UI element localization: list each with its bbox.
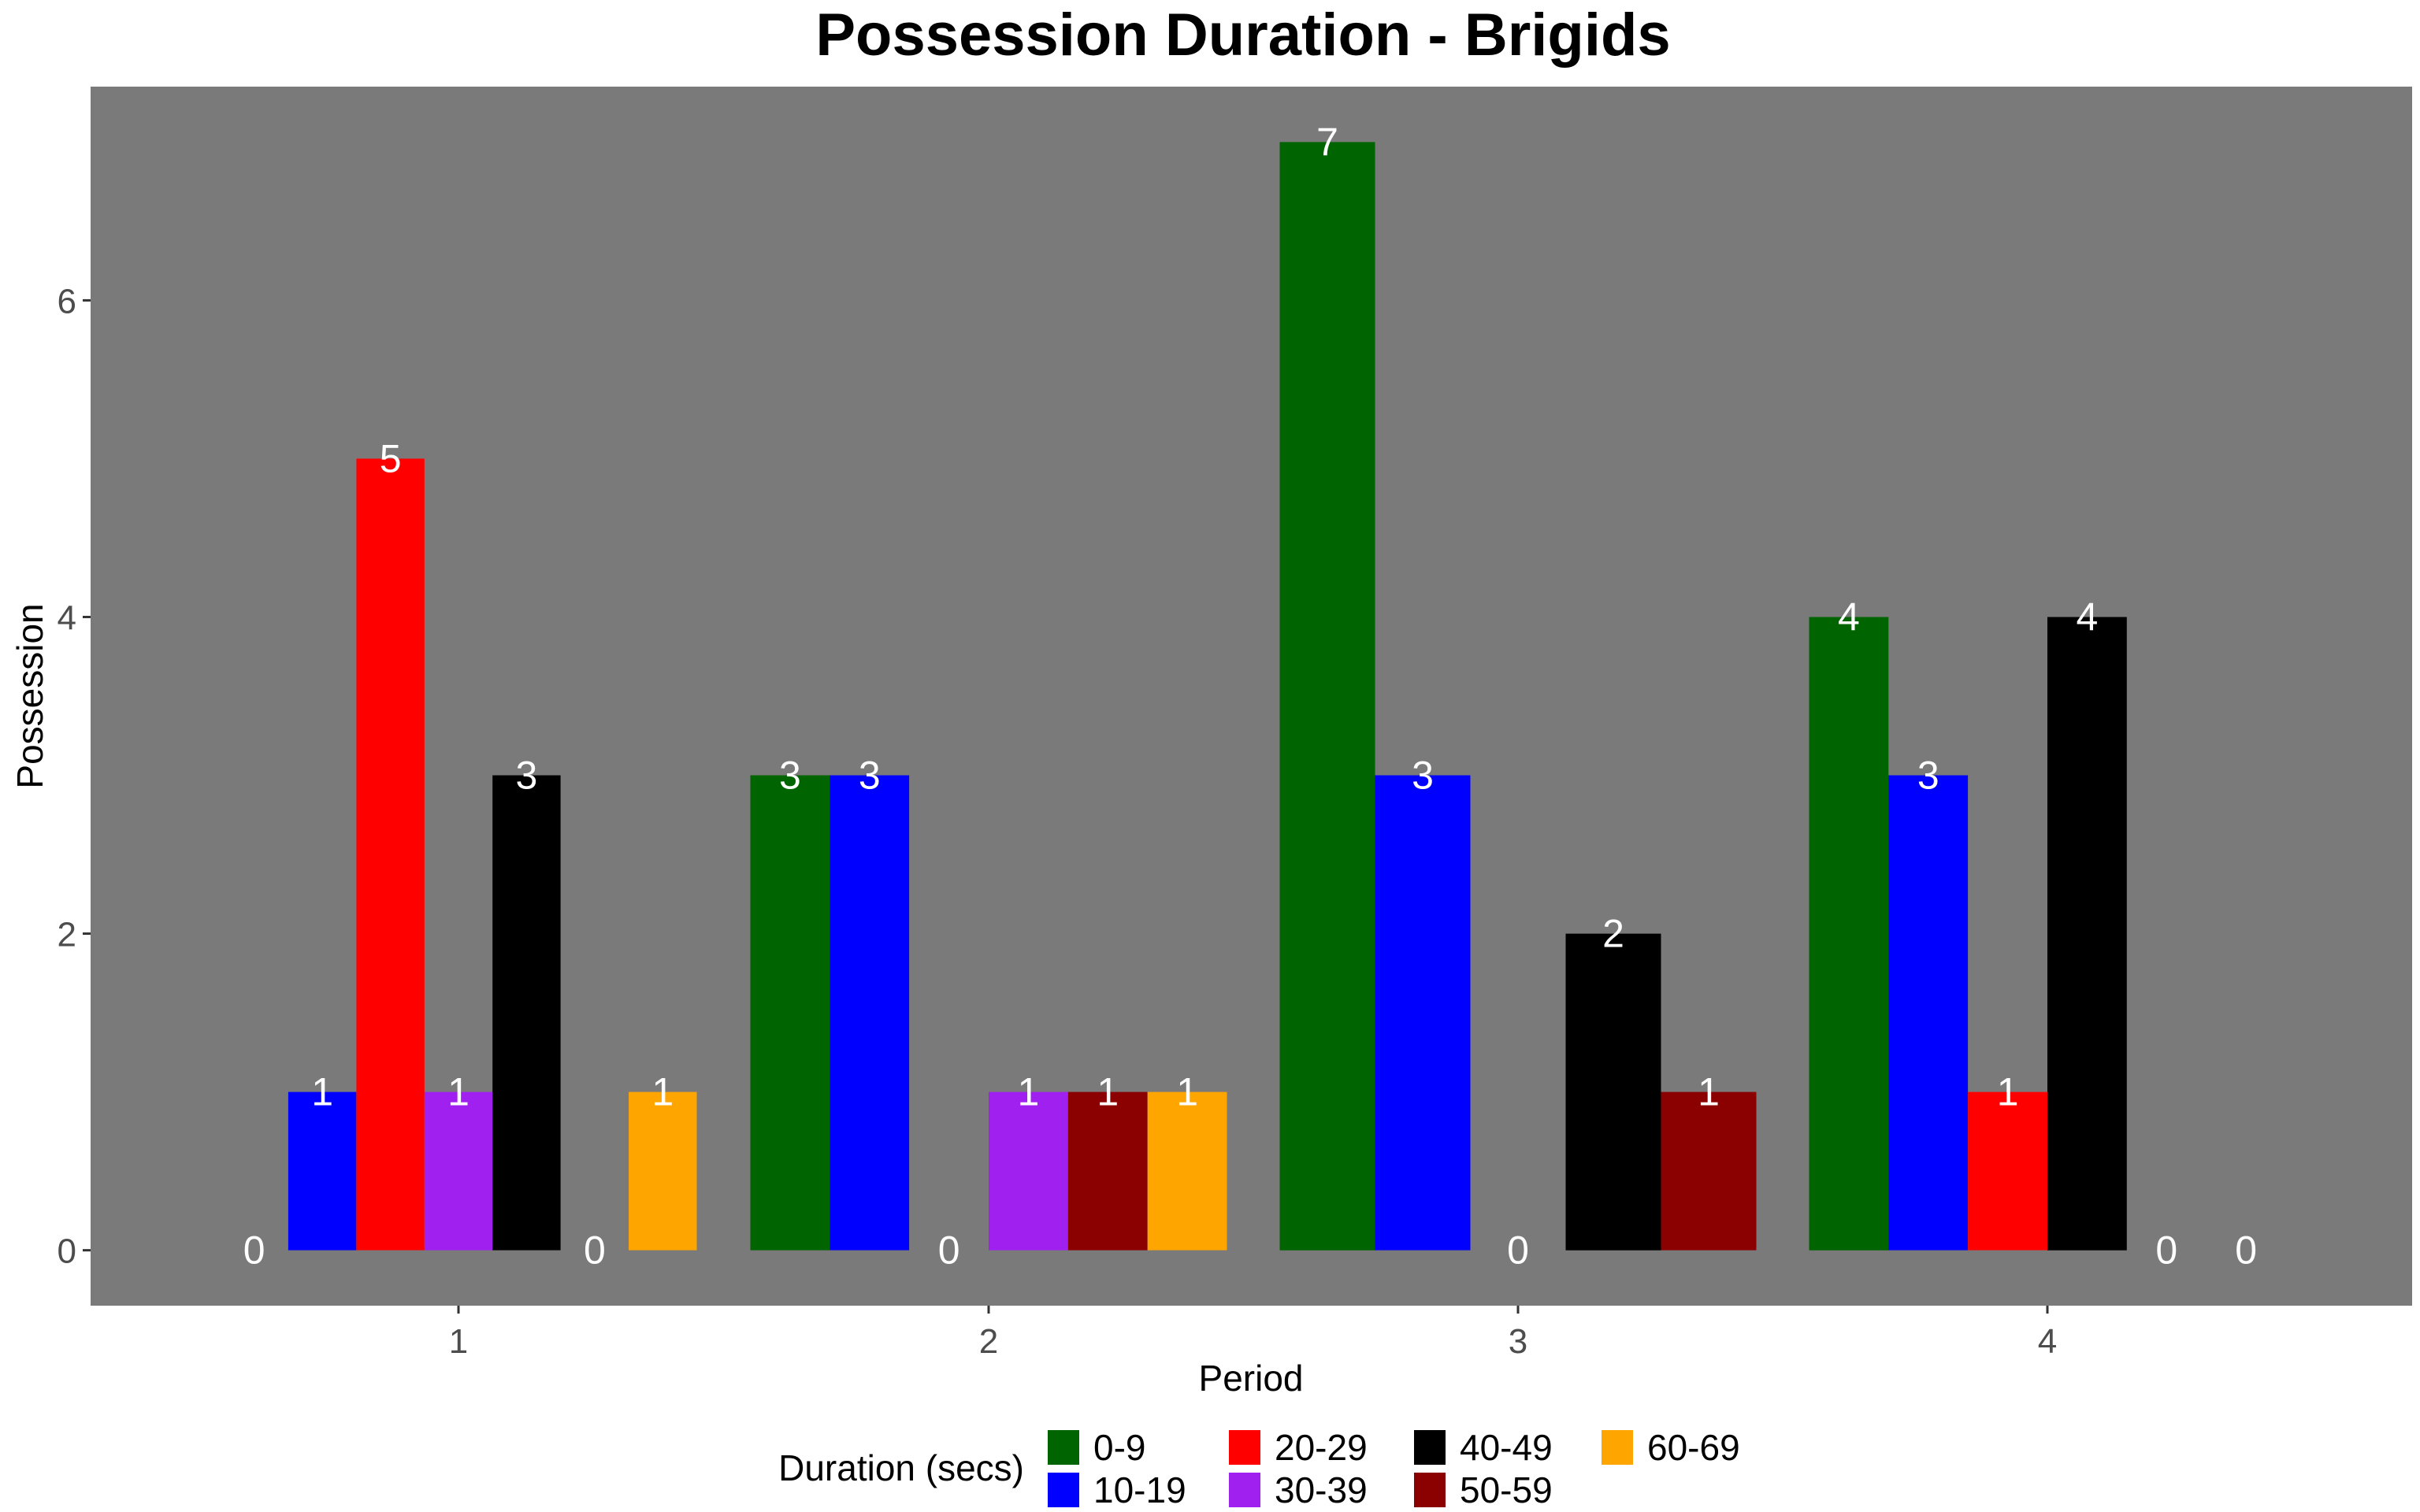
x-tick-label: 2	[979, 1322, 998, 1361]
x-axis-title: Period	[1199, 1358, 1304, 1399]
bar-period-3-40-49	[1565, 933, 1661, 1251]
bar-period-1-10-19	[288, 1091, 357, 1251]
bar-period-3-0-9	[1279, 142, 1375, 1251]
legend-swatch-40-49	[1414, 1430, 1446, 1465]
legend-swatch-60-69	[1602, 1430, 1633, 1465]
bar-value-label: 1	[1097, 1070, 1119, 1114]
bar-period-1-60-69	[629, 1091, 697, 1251]
legend-label-40-49: 40-49	[1460, 1427, 1553, 1468]
bar-period-4-10-19	[1888, 775, 1969, 1251]
bar-period-2-60-69	[1147, 1091, 1227, 1251]
bar-period-3-10-19	[1375, 775, 1471, 1251]
y-tick-label: 2	[58, 916, 76, 954]
bar-period-1-20-29	[356, 458, 425, 1251]
bar-value-label: 3	[859, 754, 881, 798]
bar-period-4-40-49	[2047, 617, 2127, 1251]
y-axis-title: Possession	[9, 603, 50, 788]
bar-period-2-50-59	[1067, 1091, 1148, 1251]
legend-swatch-30-39	[1229, 1473, 1260, 1507]
bar-value-label: 0	[1507, 1228, 1529, 1273]
bar-period-4-20-29	[1968, 1091, 2047, 1251]
bar-value-label: 3	[1917, 754, 1939, 798]
y-tick-label: 6	[58, 282, 76, 321]
legend-swatch-20-29	[1229, 1430, 1260, 1465]
bar-value-label: 0	[584, 1228, 606, 1273]
bar-value-label: 1	[1176, 1070, 1198, 1114]
y-tick-label: 4	[58, 598, 76, 637]
bar-period-3-50-59	[1661, 1091, 1757, 1251]
bar-value-label: 3	[515, 754, 537, 798]
legend-label-50-59: 50-59	[1460, 1469, 1553, 1510]
bar-value-label: 5	[380, 436, 402, 480]
bar-value-label: 1	[311, 1070, 333, 1114]
legend-swatch-0-9	[1048, 1430, 1079, 1465]
bar-value-label: 0	[938, 1228, 960, 1273]
bar-value-label: 1	[1698, 1070, 1720, 1114]
bar-value-label: 7	[1316, 120, 1338, 164]
bar-value-label: 3	[1412, 754, 1434, 798]
bar-value-label: 0	[2155, 1228, 2177, 1273]
y-tick-label: 0	[58, 1232, 76, 1271]
x-tick-label: 3	[1509, 1322, 1527, 1361]
bar-period-1-30-39	[424, 1091, 493, 1251]
bar-value-label: 3	[779, 754, 801, 798]
legend-label-20-29: 20-29	[1275, 1427, 1368, 1468]
bar-value-label: 0	[243, 1228, 265, 1273]
bar-period-2-10-19	[830, 775, 910, 1251]
bars-layer	[288, 142, 2127, 1251]
x-tick-label: 4	[2038, 1322, 2057, 1361]
bar-value-label: 4	[2076, 595, 2098, 639]
bar-value-label: 4	[1838, 595, 1860, 639]
bar-value-label: 2	[1602, 912, 1624, 956]
bar-period-2-0-9	[750, 775, 830, 1251]
legend-label-10-19: 10-19	[1093, 1469, 1186, 1510]
bar-value-label: 0	[2235, 1228, 2257, 1273]
bar-value-label: 1	[651, 1070, 674, 1114]
bar-period-2-30-39	[989, 1091, 1068, 1251]
legend-swatch-10-19	[1048, 1473, 1079, 1507]
bar-value-label: 1	[1997, 1070, 2019, 1114]
bar-value-label: 1	[447, 1070, 470, 1114]
y-axis: 0 2 4 6	[58, 282, 91, 1271]
legend-swatch-50-59	[1414, 1473, 1446, 1507]
bar-value-label: 1	[1017, 1070, 1039, 1114]
x-tick-label: 1	[449, 1322, 468, 1361]
bar-period-1-40-49	[492, 775, 561, 1251]
legend-label-60-69: 60-69	[1647, 1427, 1740, 1468]
chart-title: Possession Duration - Brigids	[815, 2, 1670, 69]
legend-title: Duration (secs)	[778, 1447, 1024, 1488]
x-axis: 1 2 3 4	[449, 1306, 2057, 1361]
legend-label-30-39: 30-39	[1275, 1469, 1368, 1510]
bar-period-4-0-9	[1809, 617, 1889, 1251]
legend-label-0-9: 0-9	[1093, 1427, 1145, 1468]
